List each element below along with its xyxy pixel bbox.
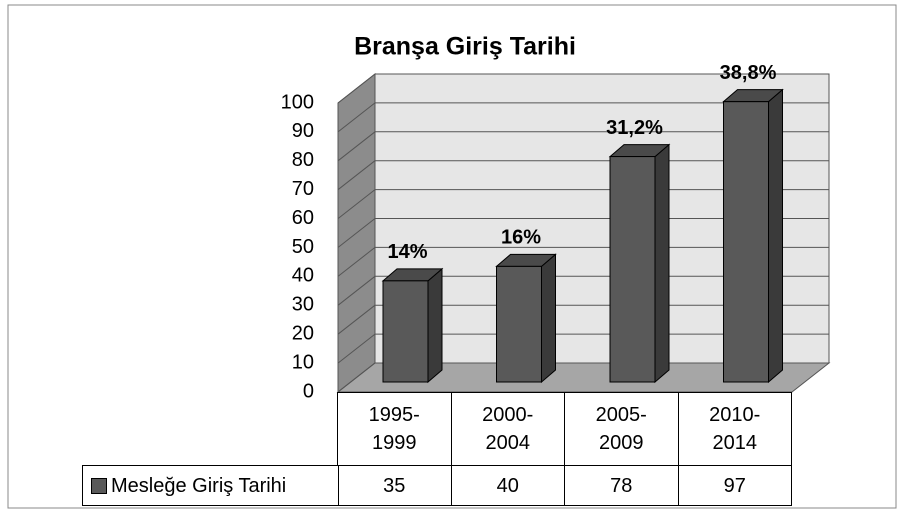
grid-line-side <box>337 218 376 248</box>
grid-line-side <box>337 362 376 393</box>
y-tick-label: 30 <box>292 294 314 316</box>
y-tick-label: 70 <box>292 178 314 200</box>
bar-annotation: 38,8% <box>720 62 777 84</box>
bar <box>382 280 429 383</box>
bar <box>609 156 656 383</box>
legend-swatch <box>91 477 107 494</box>
x-tick-label: 2000- 2004 <box>450 392 565 466</box>
grid-line-side <box>337 247 376 277</box>
legend-cell: Mesleğe Giriş Tarihi <box>82 465 339 506</box>
bar-annotation: 31,2% <box>606 117 663 139</box>
y-tick-label: 40 <box>292 265 314 287</box>
y-tick-label: 90 <box>292 120 314 142</box>
legend-label: Mesleğe Giriş Tarihi <box>111 474 287 497</box>
bar-annotation: 16% <box>501 227 541 249</box>
y-tick-label: 10 <box>292 351 314 373</box>
grid-line-side <box>337 189 376 219</box>
x-tick-label: 2005- 2009 <box>564 392 679 466</box>
y-tick-label: 50 <box>292 236 314 258</box>
y-tick-label: 60 <box>292 207 314 229</box>
bar-side <box>541 253 556 384</box>
table-value: 40 <box>450 465 565 506</box>
table-value: 97 <box>677 465 792 506</box>
y-tick-label: 80 <box>292 149 314 171</box>
table-value: 35 <box>337 465 452 506</box>
grid-line-side <box>337 131 376 162</box>
bar <box>496 265 542 383</box>
grid-line-side <box>337 102 376 133</box>
grid-line-side <box>337 73 376 104</box>
grid-line-side <box>337 160 376 191</box>
grid-line-side <box>337 275 376 306</box>
chart-title: Branşa Giriş Tarihi <box>354 33 576 61</box>
table-value: 78 <box>564 465 679 506</box>
bar-side <box>654 143 670 384</box>
bar-side <box>427 267 443 384</box>
y-tick-label: 20 <box>292 322 314 344</box>
grid-line-side <box>337 304 376 335</box>
x-tick-label: 1995- 1999 <box>337 392 452 466</box>
x-tick-label: 2010- 2014 <box>677 392 792 466</box>
y-tick-label: 0 <box>303 380 314 402</box>
bar-annotation: 14% <box>387 241 427 263</box>
y-tick-label: 100 <box>281 91 314 113</box>
grid-line-side <box>337 333 376 364</box>
bar-side <box>768 88 783 384</box>
bar <box>723 101 769 383</box>
